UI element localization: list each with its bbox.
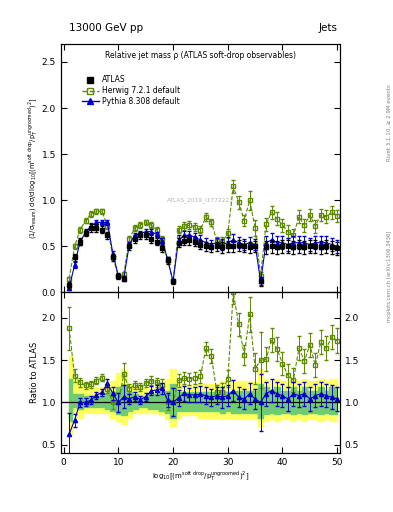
Y-axis label: Ratio to ATLAS: Ratio to ATLAS [30,342,39,403]
Text: Relative jet mass ρ (ATLAS soft-drop observables): Relative jet mass ρ (ATLAS soft-drop obs… [105,51,296,60]
Legend: ATLAS, Herwig 7.2.1 default, Pythia 8.308 default: ATLAS, Herwig 7.2.1 default, Pythia 8.30… [79,72,183,109]
X-axis label: log$_{10}$[(m$^{\mathrm{soft~drop}}$/p$_T^{\mathrm{ungroomed}}$)$^2$]: log$_{10}$[(m$^{\mathrm{soft~drop}}$/p$_… [152,470,249,483]
Text: ATLAS_2019_I1772223: ATLAS_2019_I1772223 [167,198,234,203]
Text: Jets: Jets [319,23,338,33]
Text: Rivet 3.1.10, ≥ 2.9M events: Rivet 3.1.10, ≥ 2.9M events [387,84,392,161]
Y-axis label: (1/σ$_{\mathrm{resum}}$) dσ/d log$_{10}$[(m$^{\mathrm{soft~drop}}$/p$_T^{\mathrm: (1/σ$_{\mathrm{resum}}$) dσ/d log$_{10}$… [27,97,40,239]
Text: 13000 GeV pp: 13000 GeV pp [69,23,143,33]
Text: mcplots.cern.ch [arXiv:1306.3436]: mcplots.cern.ch [arXiv:1306.3436] [387,231,392,322]
